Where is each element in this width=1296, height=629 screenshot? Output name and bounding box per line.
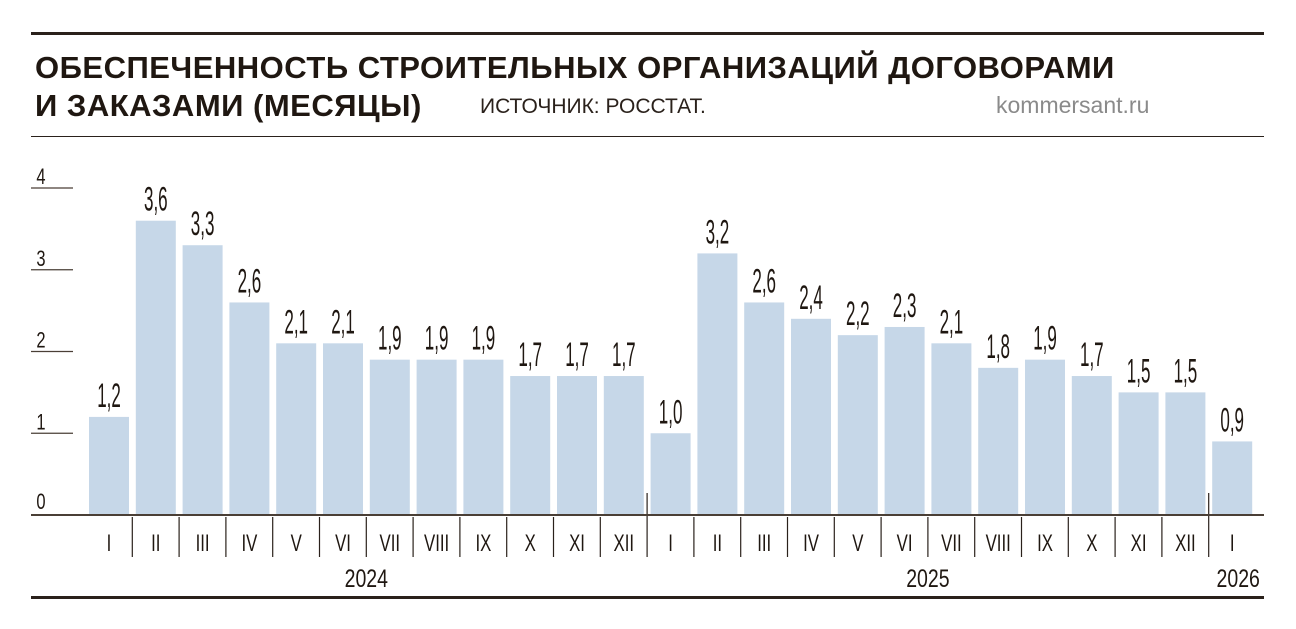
x-tick-label: V xyxy=(852,530,863,557)
value-label: 2,3 xyxy=(893,287,917,325)
x-tick-label: X xyxy=(525,530,536,557)
bar xyxy=(416,359,457,515)
y-tick-label: 2 xyxy=(36,328,45,353)
bar xyxy=(744,302,785,515)
x-tick-label: XI xyxy=(1131,530,1147,557)
header-rule xyxy=(31,136,1264,137)
bar xyxy=(510,376,551,515)
source-note: ИСТОЧНИК: РОССТАТ. xyxy=(480,95,706,118)
value-label: 1,2 xyxy=(97,377,121,415)
value-label: 1,5 xyxy=(1127,352,1151,390)
value-label: 1,9 xyxy=(1033,319,1057,357)
x-tick-label: VII xyxy=(941,530,962,557)
value-label: 2,6 xyxy=(238,262,262,300)
value-label: 1,7 xyxy=(612,336,636,374)
x-tick-label: III xyxy=(196,530,210,557)
value-label: 1,9 xyxy=(472,319,496,357)
bottom-rule xyxy=(31,596,1264,599)
x-tick-label: II xyxy=(151,530,160,557)
bar xyxy=(135,220,176,515)
bar xyxy=(323,343,363,515)
bar xyxy=(1071,376,1112,515)
value-label: 1,9 xyxy=(425,319,449,357)
chart-title-line1: ОБЕСПЕЧЕННОСТЬ СТРОИТЕЛЬНЫХ ОРГАНИЗАЦИЙ … xyxy=(35,50,1115,85)
bar xyxy=(276,343,317,515)
y-tick-label: 0 xyxy=(36,490,45,515)
value-label: 3,6 xyxy=(144,180,168,218)
bar xyxy=(931,343,972,515)
bar xyxy=(182,245,223,515)
bar xyxy=(603,376,644,515)
bar xyxy=(978,367,1019,515)
value-label: 3,2 xyxy=(706,213,730,251)
x-tick-label: II xyxy=(713,530,722,557)
x-tick-label: IV xyxy=(803,530,819,557)
year-label: 2025 xyxy=(906,565,949,593)
bar xyxy=(1165,392,1206,515)
x-tick-label: I xyxy=(1230,530,1235,557)
value-label: 2,1 xyxy=(284,303,308,341)
year-label: 2024 xyxy=(345,565,388,593)
y-tick-label: 4 xyxy=(36,165,45,190)
bar xyxy=(650,433,691,515)
x-tick-label: IX xyxy=(1037,530,1053,557)
x-tick-label: V xyxy=(291,530,302,557)
x-tick-label: IV xyxy=(241,530,257,557)
value-label: 1,9 xyxy=(378,319,402,357)
bar xyxy=(369,359,410,515)
value-label: 2,1 xyxy=(331,303,355,341)
bar xyxy=(89,416,129,515)
value-label: 2,4 xyxy=(799,278,823,316)
y-tick-label: 1 xyxy=(36,410,45,435)
bar xyxy=(229,302,270,515)
value-label: 1,5 xyxy=(1174,352,1198,390)
site-watermark: kommersant.ru xyxy=(996,92,1150,118)
bar xyxy=(1212,441,1253,515)
bar xyxy=(697,253,738,515)
x-tick-label: VIII xyxy=(986,530,1011,557)
bar xyxy=(1118,392,1159,515)
x-tick-label: XI xyxy=(569,530,585,557)
bar xyxy=(837,335,878,515)
value-label: 2,1 xyxy=(940,303,964,341)
value-label: 1,8 xyxy=(986,327,1010,365)
bar xyxy=(557,376,597,515)
x-tick-label: VII xyxy=(380,530,401,557)
x-tick-label: VIII xyxy=(424,530,449,557)
x-tick-label: I xyxy=(107,530,112,557)
bar xyxy=(791,318,831,515)
year-label: 2026 xyxy=(1217,565,1260,593)
bar xyxy=(463,359,504,515)
value-label: 0,9 xyxy=(1220,401,1244,439)
chart-title-line2: И ЗАКАЗАМИ (МЕСЯЦЫ) xyxy=(35,88,422,123)
value-label: 3,3 xyxy=(191,205,215,243)
x-tick-label: I xyxy=(668,530,673,557)
x-tick-label: IX xyxy=(475,530,491,557)
y-tick-label: 3 xyxy=(36,247,45,272)
x-tick-label: XII xyxy=(1175,530,1196,557)
top-rule xyxy=(31,32,1264,35)
x-tick-label: XII xyxy=(614,530,635,557)
value-label: 2,2 xyxy=(846,295,870,333)
x-tick-label: III xyxy=(757,530,771,557)
value-label: 1,0 xyxy=(659,393,683,431)
bar xyxy=(884,326,925,515)
value-label: 1,7 xyxy=(565,336,589,374)
x-tick-label: VI xyxy=(897,530,913,557)
value-label: 1,7 xyxy=(1080,336,1104,374)
bar xyxy=(1025,359,1065,515)
value-label: 1,7 xyxy=(518,336,542,374)
x-tick-label: VI xyxy=(335,530,351,557)
x-tick-label: X xyxy=(1086,530,1097,557)
value-label: 2,6 xyxy=(752,262,776,300)
